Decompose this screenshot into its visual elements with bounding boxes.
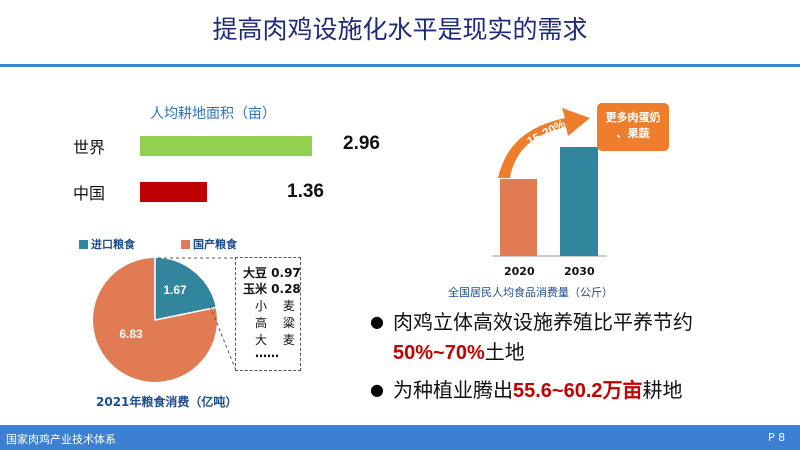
bullet-2-line: 为种植业腾出55.6~60.2万亩耕地 [393,374,683,403]
world-label: 世界 [73,138,106,157]
bullet-1-line2: 50%~70%土地 [393,336,525,365]
china-value: 1.36 [287,181,324,202]
world-bar [140,136,312,156]
bullet-1-tail: 土地 [484,340,525,364]
food-bar-2030 [560,147,598,256]
page-number: P 8 [768,431,786,444]
year-2020-label: 2020 [504,265,535,278]
food-callout-line1: 更多肉蛋奶 [605,111,661,124]
breakdown-corn: 玉米 0.28 [243,282,301,296]
pie-caption: 2021年粮食消费（亿吨） [96,395,238,409]
bullet-2-marker: ● [370,380,384,399]
food-callout-box [597,103,669,151]
food-callout-text: 更多肉蛋奶 、果蔬 [597,110,669,142]
grain-breakdown-box [235,257,301,371]
footer-org: 国家肉鸡产业技术体系 [6,433,116,446]
food-bar-2020 [500,179,537,256]
pie-label-imported: 1.67 [163,283,187,297]
bullet-2-tail: 耕地 [642,378,683,402]
year-2030-label: 2030 [564,265,595,278]
slide-title: 提高肉鸡设施化水平是现实的需求 [212,15,588,44]
breakdown-soy: 大豆 0.97 [243,266,301,280]
growth-label: 15-20% [525,116,568,148]
legend-domestic-swatch [181,240,190,249]
bullet-2-text: 为种植业腾出 [393,378,513,402]
bullet-1-highlight: 50%~70% [393,342,485,364]
world-value: 2.96 [343,133,380,154]
breakdown-ellipsis: …… [255,346,279,360]
breakdown-barley: 大 麦 [255,333,301,347]
pie-label-domestic: 6.83 [119,327,143,341]
growth-arrow [498,108,590,178]
china-label: 中国 [73,184,106,203]
china-bar [140,182,207,202]
bullet-2-highlight: 55.6~60.2万亩 [513,380,643,402]
food-chart-caption: 全国居民人均食品消费量（公斤） [448,286,613,299]
legend-imported-label: 进口粮食 [91,238,135,251]
legend-imported-swatch [79,240,88,249]
bullet-1-line1: 肉鸡立体高效设施养殖比平养节约 [393,310,693,334]
arable-land-title: 人均耕地面积（亩） [150,106,276,122]
breakdown-sorghum: 高 粱 [255,316,301,330]
breakdown-wheat: 小 麦 [255,299,301,313]
title-divider [0,64,800,67]
bullet-1-marker: ● [370,312,384,331]
legend-domestic-label: 国产粮食 [193,238,237,251]
food-callout-line2: 、果蔬 [616,127,650,140]
footer-bar [0,425,800,450]
